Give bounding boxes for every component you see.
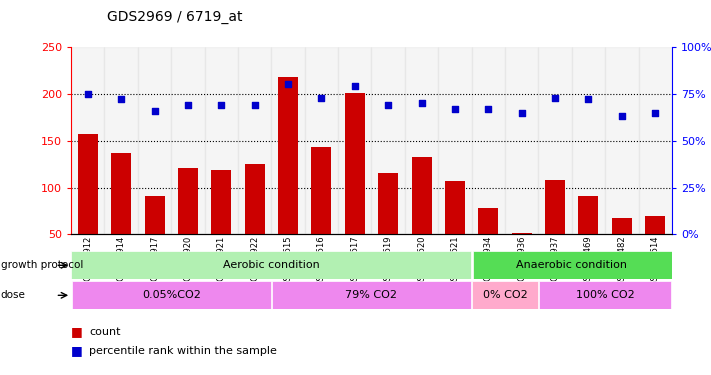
Bar [505,47,538,234]
Text: Anaerobic condition: Anaerobic condition [516,260,627,270]
Text: GDS2969 / 6719_at: GDS2969 / 6719_at [107,10,242,24]
Text: ■: ■ [71,326,83,338]
Text: Aerobic condition: Aerobic condition [223,260,320,270]
Bar [638,47,672,234]
Text: 0% CO2: 0% CO2 [483,290,528,300]
Bar [412,157,432,234]
Point [115,96,127,102]
Point [182,102,193,108]
Text: 79% CO2: 79% CO2 [346,290,397,300]
Bar [71,251,471,279]
Bar [438,47,471,234]
Point [516,110,528,116]
Bar [144,196,164,234]
Bar [579,196,599,234]
Bar [171,47,205,234]
Point [249,102,260,108]
Bar [572,47,605,234]
Bar [545,180,565,234]
Bar [305,47,338,234]
Bar [111,153,131,234]
Point [282,81,294,87]
Point [416,100,427,106]
Text: ■: ■ [71,344,83,357]
Bar [72,281,271,309]
Text: 100% CO2: 100% CO2 [576,290,634,300]
Bar [479,208,498,234]
Text: percentile rank within the sample: percentile rank within the sample [89,346,277,355]
Point [215,102,227,108]
Text: dose: dose [1,290,26,300]
Bar [105,47,138,234]
Bar [245,164,264,234]
Bar [238,47,272,234]
Point [616,113,628,119]
Bar [645,216,665,234]
Bar [278,77,298,234]
Bar [77,134,98,234]
Bar [472,281,538,309]
Bar [272,281,471,309]
Bar [338,47,371,234]
Text: 0.05%CO2: 0.05%CO2 [141,290,201,300]
Point [349,83,360,89]
Point [82,91,93,97]
Point [316,94,327,100]
Bar [178,168,198,234]
Bar [405,47,438,234]
Text: count: count [89,327,120,337]
Bar [371,47,405,234]
Bar [71,47,105,234]
Bar [605,47,638,234]
Text: growth protocol: growth protocol [1,260,83,270]
Bar [512,232,532,234]
Bar [211,170,231,234]
Bar [378,173,398,234]
Point [383,102,394,108]
Point [483,106,494,112]
Bar [473,251,672,279]
Bar [311,147,331,234]
Point [449,106,461,112]
Bar [138,47,171,234]
Bar [445,181,465,234]
Point [550,94,561,100]
Point [149,108,160,114]
Bar [611,218,632,234]
Bar [272,47,305,234]
Point [650,110,661,116]
Bar [205,47,238,234]
Bar [471,47,505,234]
Point [583,96,594,102]
Bar [538,47,572,234]
Bar [345,93,365,234]
Bar [539,281,671,309]
